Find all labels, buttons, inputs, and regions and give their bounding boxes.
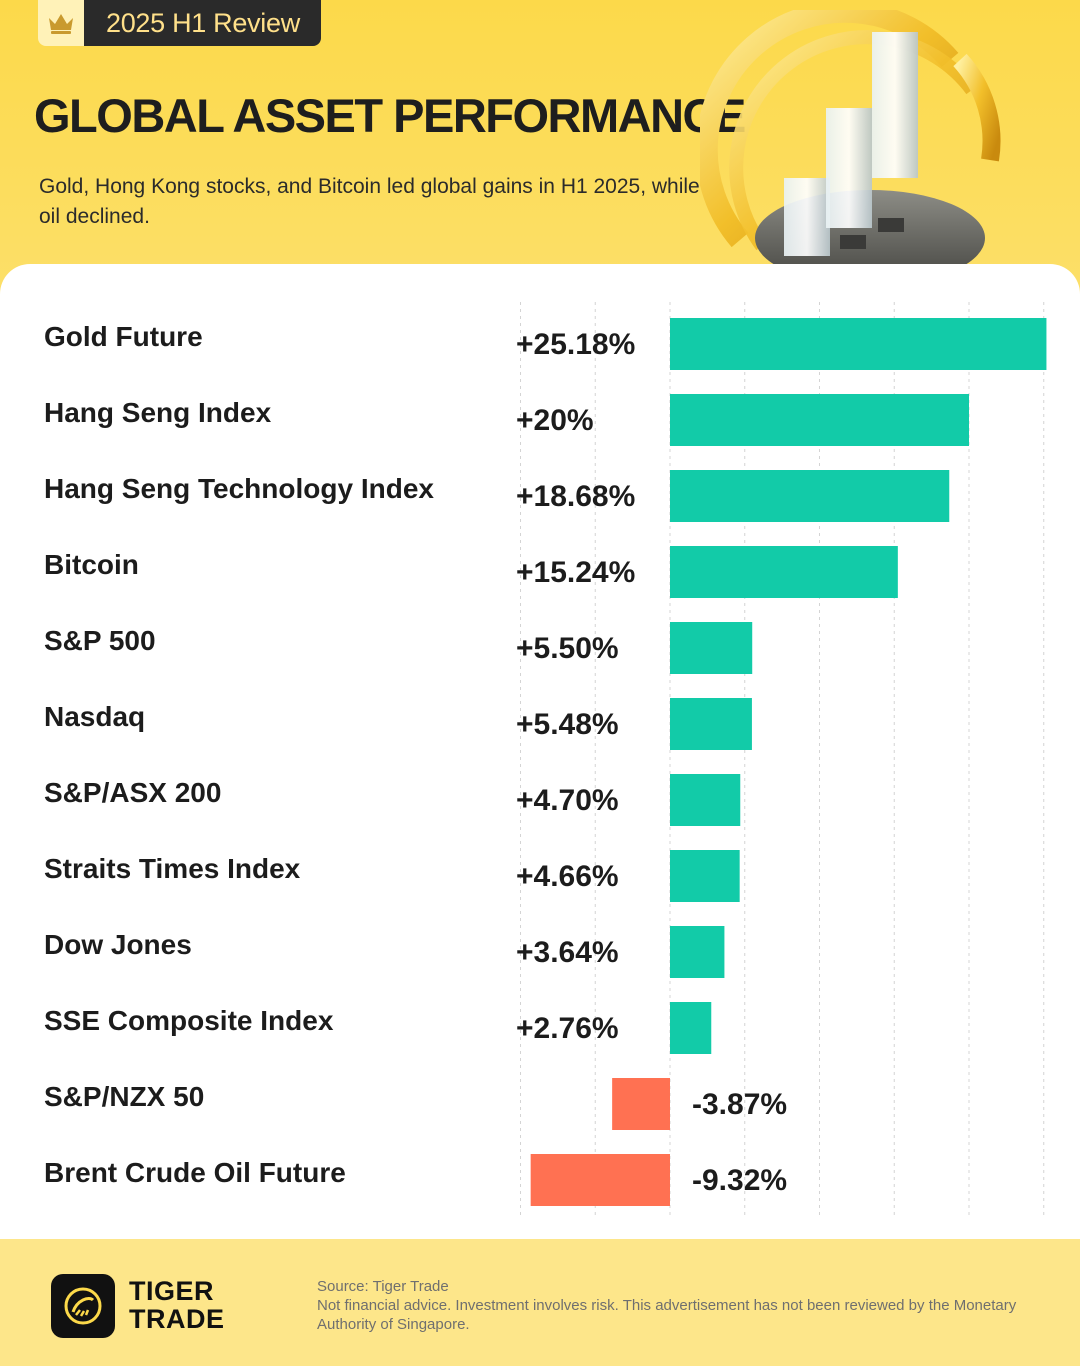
disclaimer-text: Not financial advice. Investment involve… bbox=[317, 1297, 1017, 1333]
category-label: Nasdaq bbox=[44, 701, 145, 732]
value-label: +3.64% bbox=[516, 936, 619, 969]
bar bbox=[670, 850, 740, 902]
brand-line-2: TRADE bbox=[129, 1304, 225, 1334]
source-note: Source: Tiger Trade bbox=[317, 1278, 449, 1295]
value-label: +4.70% bbox=[516, 784, 619, 817]
page-title: GLOBAL ASSET PERFORMANCE bbox=[34, 89, 746, 142]
category-label: Bitcoin bbox=[44, 549, 139, 580]
tiger-logo-icon bbox=[51, 1274, 115, 1338]
brand-line-1: TIGER bbox=[129, 1276, 215, 1306]
category-label: Straits Times Index bbox=[44, 853, 301, 884]
value-label: +5.48% bbox=[516, 708, 619, 741]
chart-card: Gold Future +25.18% Hang Seng Index +20% Han… bbox=[0, 264, 1080, 1239]
bar bbox=[670, 394, 969, 446]
value-label: +18.68% bbox=[516, 480, 635, 513]
bar bbox=[670, 926, 725, 978]
bar bbox=[670, 774, 741, 826]
crown-icon bbox=[38, 0, 84, 46]
category-label: S&P/ASX 200 bbox=[44, 777, 221, 808]
category-label: Hang Seng Index bbox=[44, 397, 272, 428]
bar bbox=[670, 698, 752, 750]
brand-name: TIGER TRADE bbox=[129, 1277, 225, 1333]
review-badge: 2025 H1 Review bbox=[38, 0, 321, 46]
bar bbox=[670, 470, 950, 522]
bar bbox=[530, 1154, 670, 1206]
category-label: Brent Crude Oil Future bbox=[44, 1157, 346, 1188]
bar bbox=[670, 1002, 712, 1054]
bar bbox=[670, 622, 753, 674]
disclaimer: Source: Tiger Trade Not financial advice… bbox=[317, 1277, 1047, 1334]
bar bbox=[612, 1078, 670, 1130]
category-label: SSE Composite Index bbox=[44, 1005, 334, 1036]
badge-label: 2025 H1 Review bbox=[84, 0, 321, 46]
value-label: +25.18% bbox=[516, 328, 635, 361]
category-label: Hang Seng Technology Index bbox=[44, 473, 434, 504]
category-label: Dow Jones bbox=[44, 929, 192, 960]
value-label: +2.76% bbox=[516, 1012, 619, 1045]
gold-rings-bars-illustration bbox=[700, 10, 1001, 266]
value-label: +15.24% bbox=[516, 556, 635, 589]
category-label: S&P 500 bbox=[44, 625, 156, 656]
performance-bar-chart: Gold Future +25.18% Hang Seng Index +20% Han… bbox=[44, 302, 1047, 1216]
value-label: -3.87% bbox=[692, 1088, 787, 1121]
bar bbox=[670, 546, 898, 598]
bar bbox=[670, 318, 1047, 370]
value-label: +5.50% bbox=[516, 632, 619, 665]
value-label: +4.66% bbox=[516, 860, 619, 893]
footer: TIGER TRADE Source: Tiger Trade Not fina… bbox=[0, 1239, 1080, 1366]
value-label: -9.32% bbox=[692, 1164, 787, 1197]
category-label: S&P/NZX 50 bbox=[44, 1081, 204, 1112]
page-subtitle: Gold, Hong Kong stocks, and Bitcoin led … bbox=[39, 175, 700, 228]
category-label: Gold Future bbox=[44, 321, 203, 352]
value-label: +20% bbox=[516, 404, 594, 437]
